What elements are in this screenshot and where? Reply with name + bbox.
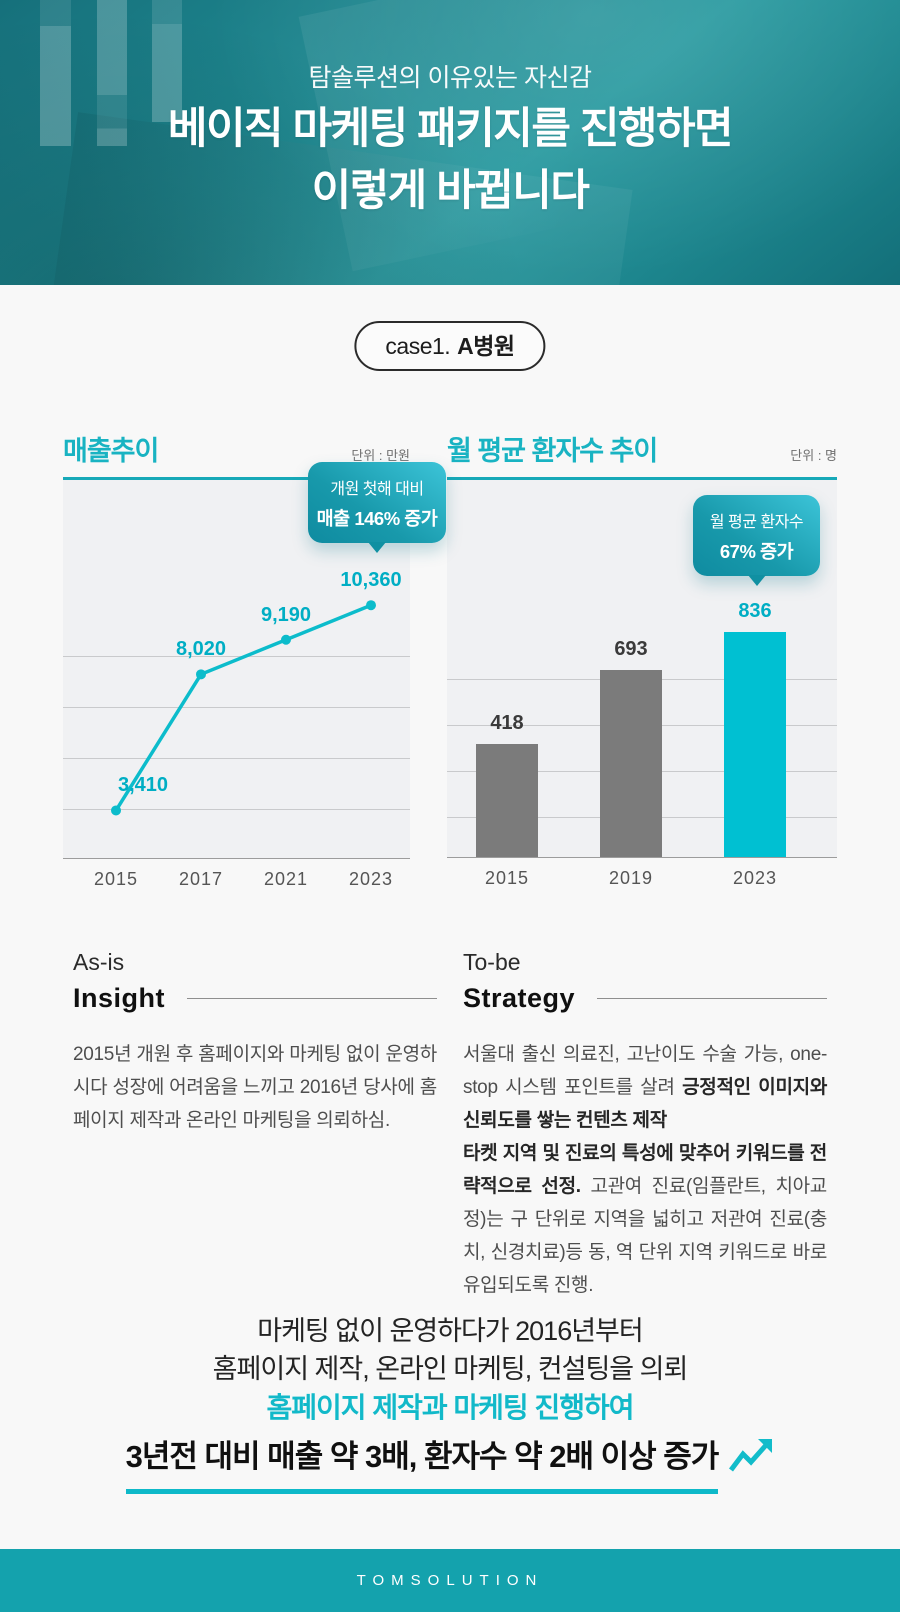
strategy-text: 고관여 진료(임플란트, 치아교정)는 구 단위로 지역을 넓히고 저관여 진료…	[463, 1176, 827, 1296]
footer-brand-bar: TOMSOLUTION	[0, 1549, 900, 1612]
x-axis: 2015 2019 2023	[447, 868, 837, 900]
x-axis-label: 2017	[178, 869, 224, 889]
gridline	[63, 809, 410, 810]
chart-title: 매출추이	[63, 436, 159, 466]
section-label: As-is	[73, 949, 125, 975]
deco-bar-chart-graphic	[40, 0, 190, 150]
section-heading-row: Insight	[73, 982, 437, 1014]
section-heading: Strategy	[463, 982, 576, 1013]
strategy-text: 서울대 출신 의료진, 고난이도 수술 가능, one-stop 시스템 포인트…	[463, 1044, 827, 1098]
bar-value-label: 418	[490, 712, 524, 735]
chart-header: 월 평균 환자수 추이 단위 : 명	[447, 424, 837, 468]
section-heading-row: Strategy	[463, 982, 827, 1014]
chart-title: 월 평균 환자수 추이	[447, 436, 658, 466]
summary-line4-row: 3년전 대비 매출 약 3배, 환자수 약 2배 이상 증가	[0, 1431, 900, 1494]
callout-line1: 월 평균 환자수	[709, 514, 804, 531]
as-is-insight-section: As-is Insight 2015년 개원 후 홈페이지와 마케팅 없이 운영…	[73, 948, 437, 1137]
chart-divider	[447, 477, 837, 480]
hero-header: 탐솔루션의 이유있는 자신감 베이직 마케팅 패키지를 진행하면 이렇게 바뀝니…	[0, 0, 900, 285]
deco-bar	[40, 0, 71, 146]
x-axis: 2015 2017 2021 2023	[63, 869, 410, 901]
trend-up-icon	[729, 1438, 773, 1471]
x-axis-label: 2023	[732, 868, 778, 888]
summary-line4: 3년전 대비 매출 약 3배, 환자수 약 2배 이상 증가	[125, 1431, 719, 1494]
x-axis-label: 2015	[93, 869, 139, 889]
sales-callout-bubble: 개원 첫해 대비 매출 146% 증가	[308, 462, 446, 543]
callout-line1: 개원 첫해 대비	[330, 481, 424, 498]
chart-divider	[63, 477, 410, 480]
deco-bar	[152, 0, 182, 122]
x-axis-label: 2015	[484, 868, 530, 888]
x-axis-label: 2023	[348, 869, 394, 889]
section-heading: Insight	[73, 982, 165, 1013]
strategy-bold-text: 긍정적인 이미지와 신뢰도를 쌓는 컨텐츠 제작	[463, 1077, 828, 1131]
patients-trend-chart: 월 평균 환자수 추이 단위 : 명 418 693 836 2015 2019 202…	[447, 424, 837, 900]
gridline	[63, 758, 410, 759]
strategy-bold-text: 타켓 지역 및 진료의 특성에 맞추어 키워드를 전략적으로 선정.	[463, 1143, 827, 1197]
x-axis-label: 2021	[263, 869, 309, 889]
gridline	[63, 656, 410, 657]
hero-title: 베이직 마케팅 패키지를 진행하면 이렇게 바뀝니다	[0, 98, 900, 222]
hero-eyebrow: 탐솔루션의 이유있는 자신감	[308, 64, 592, 92]
data-label: 3,410	[117, 774, 169, 797]
x-axis-label: 2019	[608, 868, 654, 888]
to-be-strategy-section: To-be Strategy 서울대 출신 의료진, 고난이도 수술 가능, o…	[463, 948, 827, 1302]
data-point	[366, 600, 376, 611]
chart-header: 매출추이 단위 : 만원	[63, 424, 410, 468]
data-point	[196, 669, 206, 680]
data-label: 10,360	[340, 569, 402, 592]
patients-callout-bubble: 월 평균 환자수 67% 증가	[693, 495, 820, 576]
gridline	[63, 707, 410, 708]
callout-line2: 67% 증가	[719, 541, 794, 562]
heading-rule	[597, 997, 827, 999]
sales-line-series	[111, 600, 376, 816]
chart-unit-label: 단위 : 명	[790, 448, 837, 463]
case-badge: case1. A병원	[354, 321, 546, 371]
strategy-body: 서울대 출신 의료진, 고난이도 수술 가능, one-stop 시스템 포인트…	[463, 1038, 827, 1302]
sales-trend-chart: 매출추이 단위 : 만원 3,410 8,020 9,190 10,360 2015 2…	[63, 424, 446, 901]
callout-line2: 매출 146% 증가	[316, 508, 438, 529]
bar-2015	[476, 744, 538, 857]
deco-bar	[97, 0, 127, 146]
case-badge-name: A병원	[457, 333, 515, 359]
data-point	[281, 634, 291, 645]
insight-body: 2015년 개원 후 홈페이지와 마케팅 없이 운영하시다 성장에 어려움을 느…	[73, 1044, 437, 1131]
bar-value-label: 836	[738, 599, 772, 622]
data-label: 8,020	[175, 638, 227, 661]
result-summary: 마케팅 없이 운영하다가 2016년부터 홈페이지 제작, 온라인 마케팅, 컨…	[0, 1312, 900, 1494]
summary-line1: 마케팅 없이 운영하다가 2016년부터	[257, 1316, 644, 1346]
bar-value-label: 693	[614, 638, 648, 661]
summary-line2: 홈페이지 제작, 온라인 마케팅, 컨설팅을 의뢰	[212, 1354, 689, 1384]
data-point	[111, 805, 121, 816]
case-badge-prefix: case1.	[385, 333, 451, 359]
bar-2023	[724, 631, 786, 857]
heading-rule	[187, 997, 437, 999]
brand-logo-text: TOMSOLUTION	[356, 1572, 544, 1589]
bar-2019	[600, 670, 662, 857]
data-label: 9,190	[260, 603, 312, 626]
hero-title-line1: 베이직 마케팅 패키지를 진행하면	[167, 105, 734, 153]
hero-title-line2: 이렇게 바뀝니다	[311, 167, 590, 215]
summary-line3: 홈페이지 제작과 마케팅 진행하여	[266, 1392, 635, 1423]
chart-unit-label: 단위 : 만원	[351, 448, 410, 463]
line-plot-area: 3,410 8,020 9,190 10,360	[63, 480, 410, 859]
section-label: To-be	[463, 949, 521, 975]
